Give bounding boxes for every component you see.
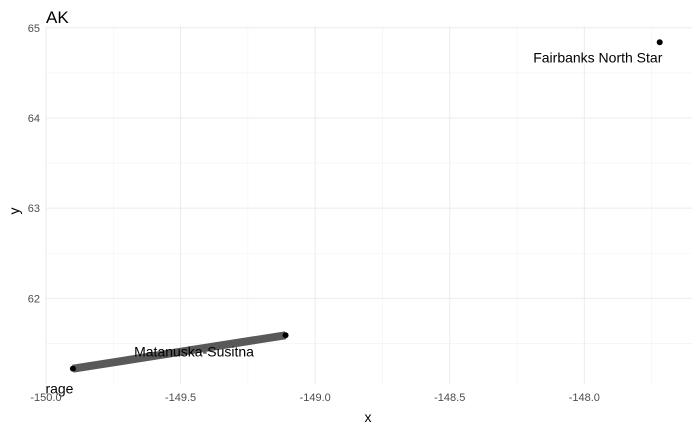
data-point — [282, 332, 289, 339]
y-axis-title: y — [6, 208, 22, 215]
y-axis-ticks: 62 63 64 65 — [28, 23, 40, 306]
y-tick-label: 64 — [28, 113, 40, 125]
y-tick-label: 63 — [28, 203, 40, 215]
y-tick-label: 65 — [28, 23, 40, 35]
grid — [45, 26, 692, 384]
point-label: Fairbanks North Star — [533, 50, 662, 66]
data-point — [69, 365, 76, 372]
x-tick-label: -150.0 — [30, 392, 61, 404]
point-labels: Fairbanks North Star Matanuska-Susitna rag… — [45, 50, 662, 397]
x-tick-label: -148.5 — [434, 392, 465, 404]
x-tick-label: -149.0 — [300, 392, 331, 404]
x-tick-label: -148.0 — [569, 392, 600, 404]
x-axis-ticks: -150.0 -149.5 -149.0 -148.5 -148.0 — [30, 392, 600, 404]
segment-line — [72, 331, 287, 373]
chart-title: AK — [46, 8, 69, 27]
y-tick-label: 62 — [28, 293, 40, 305]
series — [69, 39, 663, 373]
x-axis-title: x — [365, 409, 372, 425]
point-label: rage — [45, 381, 73, 397]
x-tick-label: -149.5 — [165, 392, 196, 404]
data-point — [656, 39, 663, 46]
point-label: Matanuska-Susitna — [134, 344, 254, 360]
